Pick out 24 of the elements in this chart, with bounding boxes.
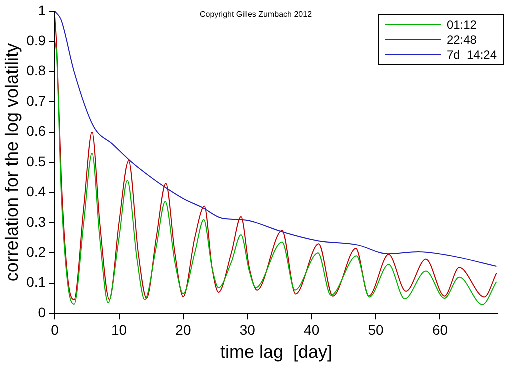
legend-label: 22:48 xyxy=(446,32,477,46)
y-tick-label: 1 xyxy=(38,2,46,18)
x-tick-label: 50 xyxy=(368,322,384,338)
x-tick-label: 40 xyxy=(304,322,320,338)
y-axis-title: correlation for the log volatility xyxy=(2,43,22,282)
y-tick-label: 0.3 xyxy=(26,214,46,230)
y-tick-label: 0.7 xyxy=(26,92,46,109)
x-tick-label: 20 xyxy=(176,322,192,338)
x-axis-title: time lag [day] xyxy=(220,342,333,362)
y-tick-label: 0.2 xyxy=(26,244,46,260)
y-tick-label: 0.8 xyxy=(26,62,46,79)
legend-label: 7d 14:24 xyxy=(446,48,497,62)
y-tick-label: 0 xyxy=(38,304,46,320)
y-tick-label: 0.1 xyxy=(26,274,46,290)
y-tick-label: 0.6 xyxy=(26,123,46,140)
x-tick-label: 10 xyxy=(111,322,128,338)
y-tick-label: 0.5 xyxy=(26,153,46,170)
x-tick-label: 0 xyxy=(51,322,60,338)
x-tick-label: 60 xyxy=(432,322,448,338)
legend-label: 01:12 xyxy=(446,18,477,32)
annotation: Copyright Gilles Zumbach 2012 xyxy=(200,10,312,19)
x-tick-label: 30 xyxy=(240,322,256,338)
y-tick-label: 0.4 xyxy=(26,184,46,200)
y-tick-label: 0.9 xyxy=(26,32,46,48)
